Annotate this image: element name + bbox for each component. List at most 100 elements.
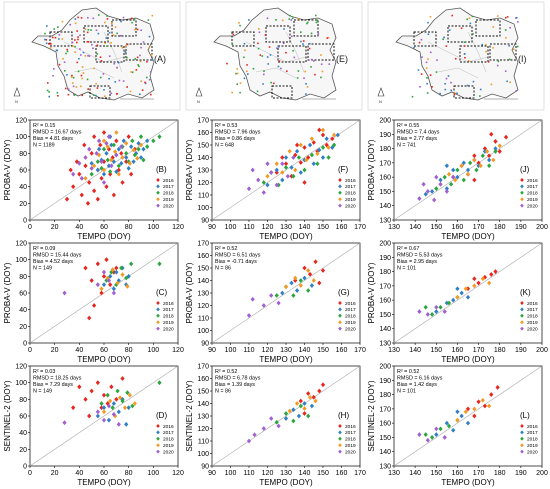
map-parcel-dot (508, 58, 511, 61)
x-tick-label: 200 (536, 224, 548, 231)
map-parcel-dot (84, 28, 87, 30)
legend-marker (338, 436, 342, 441)
map-parcel-dot (76, 61, 79, 64)
legend-marker (156, 184, 160, 189)
data-point (111, 159, 116, 165)
map-parcel-dot (239, 24, 241, 27)
map-parcel-dot (86, 78, 89, 81)
stats-line: R² = 0.55 (397, 123, 419, 129)
data-point (101, 417, 107, 423)
data-point (283, 411, 289, 416)
legend-label: 2019 (163, 443, 174, 449)
map-parcel-dot (496, 64, 499, 67)
data-point (495, 385, 500, 390)
map-parcel-dot (61, 20, 64, 23)
map-parcel-dot (126, 56, 128, 59)
map-parcel-dot (485, 50, 487, 53)
map-parcel-dot (505, 36, 507, 39)
stats-line: N = 101 (397, 266, 416, 272)
map-parcel-dot (53, 68, 55, 70)
data-point (120, 155, 125, 160)
legend-label: 2019 (345, 320, 356, 326)
legend-label: 2017 (345, 430, 356, 436)
map-parcel-dot (108, 77, 110, 80)
one-to-one-line (211, 242, 361, 344)
data-point (493, 269, 498, 274)
data-point (250, 167, 255, 173)
data-point (92, 134, 97, 140)
y-tick-label: 130 (379, 341, 391, 348)
map-parcel-dot (136, 56, 139, 59)
y-tick-label: 40 (19, 184, 27, 191)
legend-marker (338, 424, 342, 428)
data-point (491, 157, 496, 163)
data-point (98, 142, 103, 148)
x-tick-label: 140 (299, 347, 311, 354)
map-parcel-dot (282, 19, 284, 22)
map-parcel-dot (292, 49, 294, 52)
map-parcel-dot (148, 35, 151, 38)
data-point (265, 182, 270, 188)
map-parcel-dot (106, 45, 108, 47)
data-point (438, 304, 443, 310)
x-tick-label: 150 (317, 224, 329, 231)
map-parcel-dot (150, 53, 153, 56)
stats-line: Bias = 1.42 days (397, 382, 437, 388)
map-parcel-dot (268, 46, 271, 48)
data-point (326, 145, 331, 150)
data-point (92, 188, 97, 194)
data-point (106, 278, 112, 283)
map-parcel-dot (66, 73, 68, 76)
data-point (95, 261, 100, 267)
x-tick-label: 100 (225, 470, 237, 477)
data-point (101, 138, 107, 144)
panel-letter: (B) (156, 165, 167, 174)
legend-label: 2018 (345, 437, 356, 443)
legend-label: 2017 (163, 307, 174, 313)
data-point (320, 127, 326, 133)
map-parcel-dot (286, 70, 288, 73)
map-parcel-dot (104, 21, 106, 24)
data-point (101, 282, 107, 288)
map-parcel-dot (456, 92, 458, 95)
legend-label: 2016 (345, 424, 356, 430)
stats-line: N = 648 (215, 143, 234, 149)
map-parcel-dot (72, 76, 75, 79)
map-parcel-dot (497, 15, 499, 17)
y-tick-label: 170 (197, 364, 209, 371)
y-tick-label: 140 (379, 203, 391, 210)
x-tick-label: 120 (172, 224, 184, 231)
map-parcel-dot (490, 83, 493, 86)
x-tick-label: 130 (388, 347, 400, 354)
map-parcel-dot (86, 31, 89, 34)
stats-line: RMSD = 6.16 days (397, 376, 443, 382)
y-tick-label: 150 (197, 389, 209, 396)
stats-line: R² = 0.53 (215, 123, 237, 129)
map-parcel-dot (147, 19, 150, 21)
data-point (95, 167, 100, 173)
map-parcel-dot (300, 31, 302, 33)
x-tick-label: 120 (172, 470, 184, 477)
x-axis-label: TEMPO (DOY) (441, 232, 495, 241)
data-point (117, 395, 123, 401)
data-point (302, 406, 307, 411)
map-parcel-dot (122, 80, 125, 82)
map-panel: (E) N (185, 1, 363, 111)
map-parcel-dot (92, 94, 95, 96)
map-parcel-dot (232, 33, 235, 36)
stats-line: R² = 0.67 (397, 246, 419, 252)
map-parcel-dot (231, 91, 233, 94)
data-point (106, 403, 112, 409)
data-point (455, 286, 460, 292)
legend-marker (156, 313, 160, 318)
map-parcel-dot (45, 39, 48, 41)
data-point (497, 149, 502, 154)
x-tick-label: 160 (452, 347, 464, 354)
map-parcel-dot (57, 94, 59, 97)
legend-marker (156, 320, 160, 325)
map-parcel-dot (514, 17, 517, 19)
stats-line: Bias = 4.81 days (33, 136, 73, 142)
map-parcel-dot (492, 26, 495, 28)
data-point (442, 309, 447, 314)
map-parcel-dot (74, 22, 77, 25)
